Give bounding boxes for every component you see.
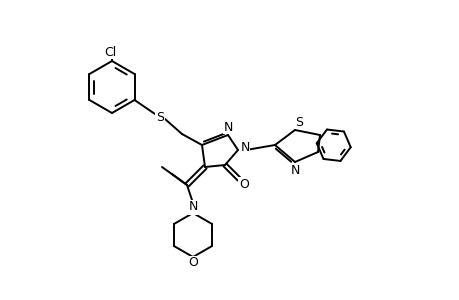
Text: N: N	[223, 121, 232, 134]
Text: N: N	[188, 200, 197, 214]
Text: S: S	[294, 116, 302, 128]
Text: O: O	[188, 256, 197, 269]
Text: S: S	[156, 110, 164, 124]
Text: N: N	[188, 202, 197, 214]
Text: O: O	[239, 178, 248, 190]
Text: Cl: Cl	[104, 46, 116, 59]
Text: N: N	[240, 140, 249, 154]
Text: N: N	[290, 164, 299, 176]
